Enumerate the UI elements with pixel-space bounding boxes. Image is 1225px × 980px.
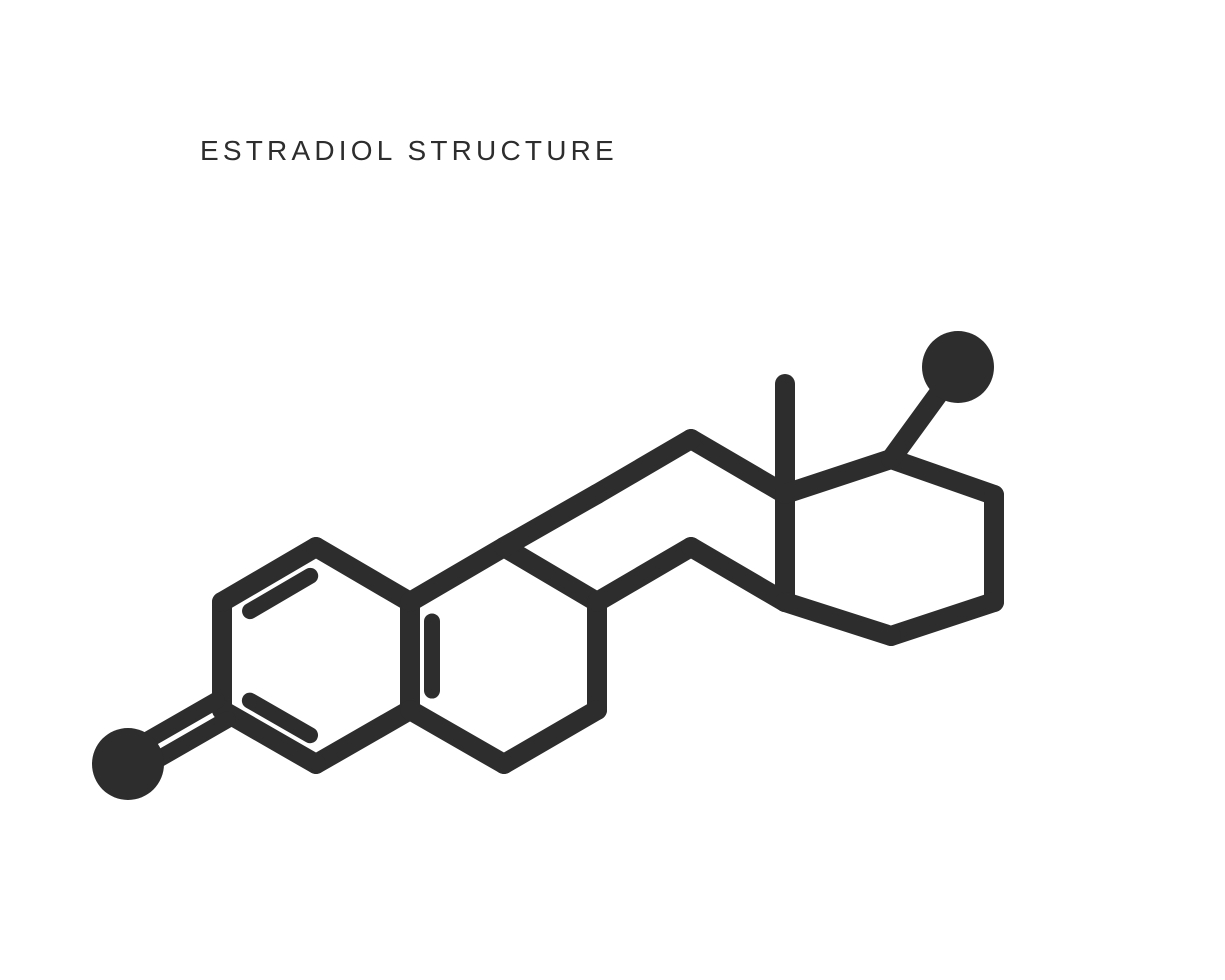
molecule-structure <box>0 0 1225 980</box>
